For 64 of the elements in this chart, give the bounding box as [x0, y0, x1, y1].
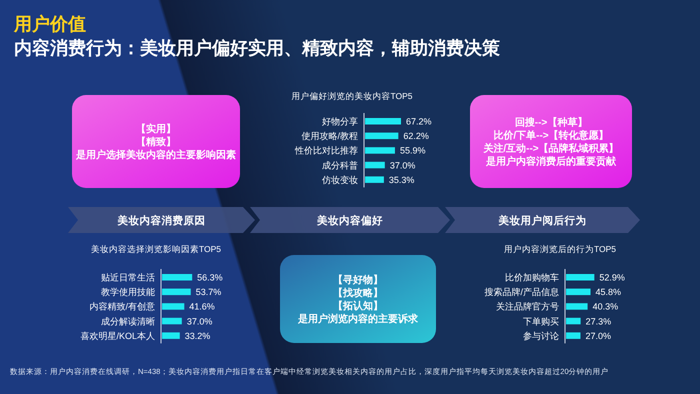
text: 美妆内容消费原因 — [116, 214, 206, 227]
text: 是用户浏览内容的主要诉求 — [297, 313, 419, 325]
bar — [162, 332, 180, 339]
data-label: 56.3% — [197, 272, 223, 282]
y-tick-label: 内容精致/有创意 — [89, 302, 155, 312]
text: 【精致】 — [136, 136, 176, 148]
text: 美妆内容偏好 — [316, 214, 383, 227]
data-label: 35.3% — [388, 174, 414, 185]
y-tick-label: 仿妆变妆 — [321, 174, 358, 185]
data-label: 45.8% — [596, 287, 622, 298]
y-tick-label: 关注品牌官方号 — [496, 302, 559, 312]
text: 【寻好物】 — [333, 274, 383, 286]
data-label: 27.3% — [586, 316, 612, 326]
text: 是用户选择美妆内容的主要影响因素 — [75, 149, 236, 161]
data-label: 52.9% — [599, 272, 625, 282]
chart-title: 用户偏好浏览的美妆内容TOP5 — [291, 91, 413, 101]
data-label: 55.9% — [400, 146, 426, 156]
bar — [162, 288, 191, 296]
bar — [162, 303, 184, 310]
text: 美妆用户阅后行为 — [498, 214, 586, 227]
data-label: 53.7% — [196, 287, 222, 298]
y-tick-label: 贴近日常生活 — [101, 272, 155, 282]
data-label: 27.0% — [585, 330, 611, 341]
data-label: 33.2% — [184, 330, 210, 341]
chart-title: 美妆内容选择浏览影响因素TOP5 — [90, 244, 222, 254]
y-tick-label: 比价加购物车 — [505, 272, 559, 282]
data-label: 41.6% — [189, 302, 215, 312]
bar — [566, 274, 594, 280]
bar — [162, 318, 182, 324]
text: 用户价值 — [13, 14, 86, 34]
y-tick-label: 搜索品牌/产品信息 — [484, 287, 559, 298]
y-tick-label: 成分科普 — [322, 160, 358, 170]
y-tick-label: 参与讨论 — [523, 330, 559, 341]
y-tick-label: 下单购买 — [523, 316, 559, 326]
text: 回搜-->【种草】 — [514, 116, 588, 128]
data-label: 67.2% — [406, 116, 432, 126]
chart-title: 用户内容浏览后的行为TOP5 — [504, 244, 616, 254]
text: 【拓认知】 — [333, 300, 383, 312]
y-tick-label: 成分解读清晰 — [101, 316, 155, 326]
bar — [566, 318, 581, 324]
bar — [566, 332, 580, 339]
bar — [365, 176, 384, 183]
bar — [365, 118, 401, 124]
bar — [162, 274, 192, 280]
text: 是用户内容消费后的重要贡献 — [485, 156, 617, 168]
text: 比价/下单-->【转化意愿】 — [493, 130, 609, 142]
data-label: 62.2% — [403, 131, 429, 142]
data-label: 37.0% — [186, 316, 212, 326]
text: 关注/互动-->【品牌私域积累】 — [482, 142, 619, 154]
bar — [566, 288, 591, 296]
text: 【找攻略】 — [333, 287, 383, 299]
bar — [365, 147, 395, 154]
y-tick-label: 性价比对比推荐 — [294, 146, 358, 156]
y-tick-label: 喜欢明星/KOL本人 — [80, 330, 155, 341]
text: 【实用】 — [136, 123, 176, 135]
y-tick-label: 使用攻略/教程 — [301, 131, 358, 142]
y-tick-label: 教学使用技能 — [101, 287, 155, 298]
text: 内容消费行为：美妆用户偏好实用、精致内容，辅助消费决策 — [14, 38, 500, 58]
bar — [365, 132, 398, 140]
data-label: 40.3% — [592, 302, 618, 312]
y-tick-label: 好物分享 — [322, 116, 358, 126]
data-label: 37.0% — [390, 160, 416, 170]
bar — [566, 303, 588, 310]
bar — [365, 162, 385, 168]
